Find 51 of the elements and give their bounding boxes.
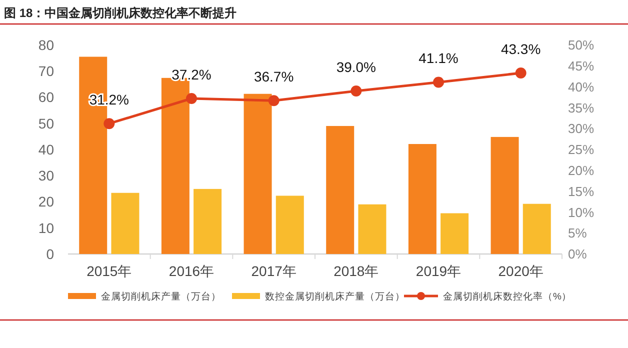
- bar: [440, 213, 469, 254]
- y-tick-label: 10: [38, 220, 54, 236]
- y-tick-label: 70: [38, 63, 54, 80]
- data-label: 43.3%: [500, 41, 541, 58]
- bar: [194, 188, 222, 254]
- x-tick-label: 2019年: [416, 263, 462, 279]
- y-tick-label: 20: [38, 194, 54, 210]
- y-tick-label: 50: [38, 115, 54, 132]
- x-tick-label: 2020年: [498, 263, 544, 279]
- y-tick-label: 80: [38, 36, 54, 53]
- y-tick-label: 30: [38, 168, 54, 184]
- x-tick-label: 2017年: [251, 263, 296, 279]
- bar: [326, 126, 354, 254]
- point: [104, 118, 115, 130]
- y-tick-label: 60: [38, 89, 54, 106]
- legend-label: 金属切削机床数控化率（%）: [443, 290, 572, 302]
- y2-tick-label: 30%: [568, 121, 594, 136]
- y2-tick-label: 20%: [568, 162, 594, 178]
- bar: [276, 196, 304, 254]
- point: [186, 93, 197, 104]
- y2-tick-label: 50%: [568, 38, 594, 53]
- bar: [490, 136, 519, 254]
- y-tick-label: 40: [38, 141, 54, 158]
- chart-title: 图 18：中国金属切削机床数控化率不断提升: [4, 6, 237, 20]
- bar: [408, 144, 436, 254]
- x-tick-label: 2015年: [86, 263, 132, 279]
- y2-tick-label: 25%: [568, 142, 594, 158]
- x-tick-label: 2016年: [168, 263, 214, 279]
- point: [350, 85, 362, 96]
- point: [515, 68, 526, 79]
- y2-tick-label: 10%: [568, 204, 594, 220]
- y2-tick-label: 45%: [568, 58, 594, 74]
- point: [268, 95, 280, 106]
- y-tick-label: 0: [46, 246, 54, 262]
- bar: [111, 192, 140, 254]
- data-label: 41.1%: [418, 50, 458, 66]
- legend-label: 金属切削机床产量（万台）: [101, 290, 221, 302]
- bar: [358, 204, 386, 254]
- y2-tick-label: 40%: [568, 79, 594, 94]
- bar: [244, 94, 272, 254]
- y2-tick-label: 35%: [568, 100, 594, 116]
- legend-label: 数控金属切削机床产量（万台）: [265, 290, 405, 302]
- data-label: 36.7%: [254, 68, 294, 85]
- data-label: 37.2%: [172, 66, 212, 83]
- point: [433, 76, 444, 88]
- y2-tick-label: 5%: [568, 226, 588, 241]
- bar: [522, 204, 551, 254]
- y2-tick-label: 15%: [568, 184, 594, 199]
- x-tick-label: 2018年: [334, 263, 379, 279]
- y2-tick-label: 0%: [568, 246, 588, 262]
- data-label: 39.0%: [336, 58, 376, 75]
